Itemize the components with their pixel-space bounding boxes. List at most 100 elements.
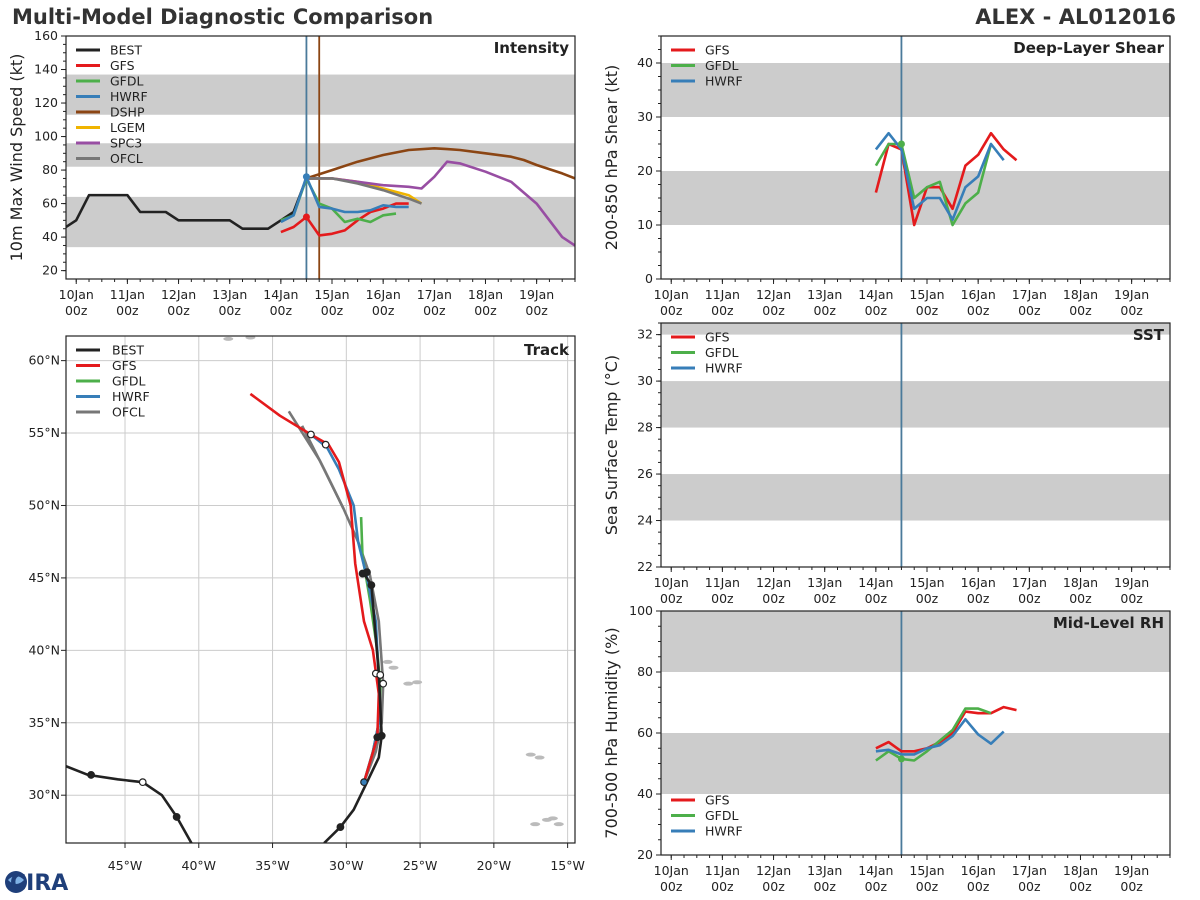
legend-label-gfs: GFS (112, 358, 137, 373)
legend-label-hwrf: HWRF (112, 389, 150, 404)
x-tick-hour: 00z (865, 303, 888, 318)
x-tick-day: 12Jan (756, 287, 791, 302)
intensity-panel: 2040608010012014016010Jan00z11Jan00z12Ja… (7, 28, 576, 318)
y-tick-label: 40 (637, 55, 653, 70)
series-dshp (305, 147, 575, 180)
intensity-plot-area (66, 36, 575, 279)
island (530, 822, 541, 827)
track-marker (307, 430, 315, 439)
island (525, 752, 536, 757)
x-tick-day: 19Jan (1114, 575, 1149, 590)
x-tick-hour: 00z (218, 303, 241, 318)
x-tick-hour: 00z (967, 303, 990, 318)
x-tick-hour: 00z (916, 879, 939, 894)
lat-tick-label: 30°N (28, 787, 60, 802)
x-tick-day: 14Jan (858, 863, 893, 878)
legend-label-gfs: GFS (705, 793, 730, 808)
lat-tick-label: 45°N (28, 570, 60, 585)
x-tick-hour: 00z (813, 591, 836, 606)
x-tick-hour: 00z (762, 879, 785, 894)
track-frame (65, 335, 576, 844)
legend-label-best: BEST (110, 43, 142, 58)
x-tick-hour: 00z (1018, 879, 1041, 894)
x-tick-day: 14Jan (858, 287, 893, 302)
x-tick-hour: 00z (1069, 591, 1092, 606)
x-tick-hour: 00z (865, 879, 888, 894)
legend-label-gfdl: GFDL (110, 74, 144, 89)
hwrf-init-marker (302, 173, 310, 181)
storm-id: ALEX - AL012016 (975, 5, 1176, 29)
cira-logo: CIRA (5, 871, 68, 896)
y-tick-label: 60 (637, 725, 653, 740)
x-tick-hour: 00z (525, 303, 548, 318)
x-tick-day: 16Jan (961, 287, 996, 302)
lat-tick-label: 35°N (28, 715, 60, 730)
x-tick-hour: 00z (711, 879, 734, 894)
x-tick-hour: 00z (916, 303, 939, 318)
island (388, 665, 399, 670)
legend-label-gfdl: GFDL (112, 374, 146, 389)
x-tick-hour: 00z (1120, 879, 1143, 894)
x-tick-hour: 00z (1018, 591, 1041, 606)
legend-label-lgem: LGEM (110, 120, 145, 135)
x-tick-day: 19Jan (519, 287, 554, 302)
y-tick-label: 30 (637, 109, 653, 124)
island (223, 336, 234, 341)
legend-label-ofcl: OFCL (110, 151, 143, 166)
y-tick-label: 26 (637, 466, 653, 481)
x-tick-hour: 00z (321, 303, 344, 318)
legend-label-gfdl: GFDL (705, 808, 739, 823)
track-marker (367, 581, 376, 590)
x-tick-day: 15Jan (909, 575, 944, 590)
band-0 (661, 733, 1170, 794)
legend-label-spc3: SPC3 (110, 136, 142, 151)
lon-tick-label: 15°W (550, 858, 585, 873)
x-tick-hour: 00z (916, 591, 939, 606)
band-1 (661, 381, 1170, 428)
series-hwrf (874, 131, 1005, 221)
x-tick-hour: 00z (813, 303, 836, 318)
x-tick-hour: 00z (116, 303, 139, 318)
track-marker (336, 823, 345, 831)
x-tick-hour: 00z (813, 879, 836, 894)
legend-label-hwrf: HWRF (705, 361, 743, 376)
x-tick-day: 18Jan (1063, 287, 1098, 302)
x-tick-day: 19Jan (1114, 287, 1149, 302)
x-tick-day: 14Jan (263, 287, 298, 302)
x-tick-hour: 00z (65, 303, 88, 318)
x-tick-day: 13Jan (807, 863, 842, 878)
y-axis-label: 10m Max Wind Speed (kt) (7, 54, 26, 262)
lat-tick-label: 60°N (28, 353, 60, 368)
lon-tick-label: 45°W (108, 858, 143, 873)
legend-label-gfdl: GFDL (705, 58, 739, 73)
series-best (66, 177, 320, 230)
panel-title: Mid-Level RH (1053, 614, 1164, 632)
x-tick-hour: 00z (762, 303, 785, 318)
x-tick-day: 13Jan (807, 575, 842, 590)
track-marker (377, 731, 386, 740)
y-tick-label: 22 (637, 559, 653, 574)
y-tick-label: 100 (629, 603, 653, 618)
y-tick-label: 0 (645, 271, 653, 286)
island (403, 681, 414, 686)
series-hwrf (280, 175, 409, 224)
sst-plot-area (661, 323, 1170, 567)
legend-label-gfs: GFS (705, 330, 730, 345)
x-tick-day: 18Jan (1063, 863, 1098, 878)
track-marker (172, 813, 181, 821)
x-tick-hour: 00z (1018, 303, 1041, 318)
x-tick-day: 17Jan (1012, 575, 1047, 590)
x-tick-day: 19Jan (1114, 863, 1149, 878)
y-tick-label: 20 (637, 163, 653, 178)
y-tick-label: 28 (637, 420, 653, 435)
x-tick-day: 16Jan (961, 575, 996, 590)
x-tick-hour: 00z (423, 303, 446, 318)
x-tick-day: 11Jan (705, 287, 740, 302)
lon-tick-label: 30°W (329, 858, 364, 873)
track-best (66, 764, 193, 843)
y-tick-label: 24 (637, 513, 653, 528)
shear-panel: 01020304010Jan00z11Jan00z12Jan00z13Jan00… (602, 35, 1171, 318)
gfs-init-marker (302, 213, 310, 221)
track-best (323, 572, 384, 843)
x-tick-day: 10Jan (654, 287, 689, 302)
